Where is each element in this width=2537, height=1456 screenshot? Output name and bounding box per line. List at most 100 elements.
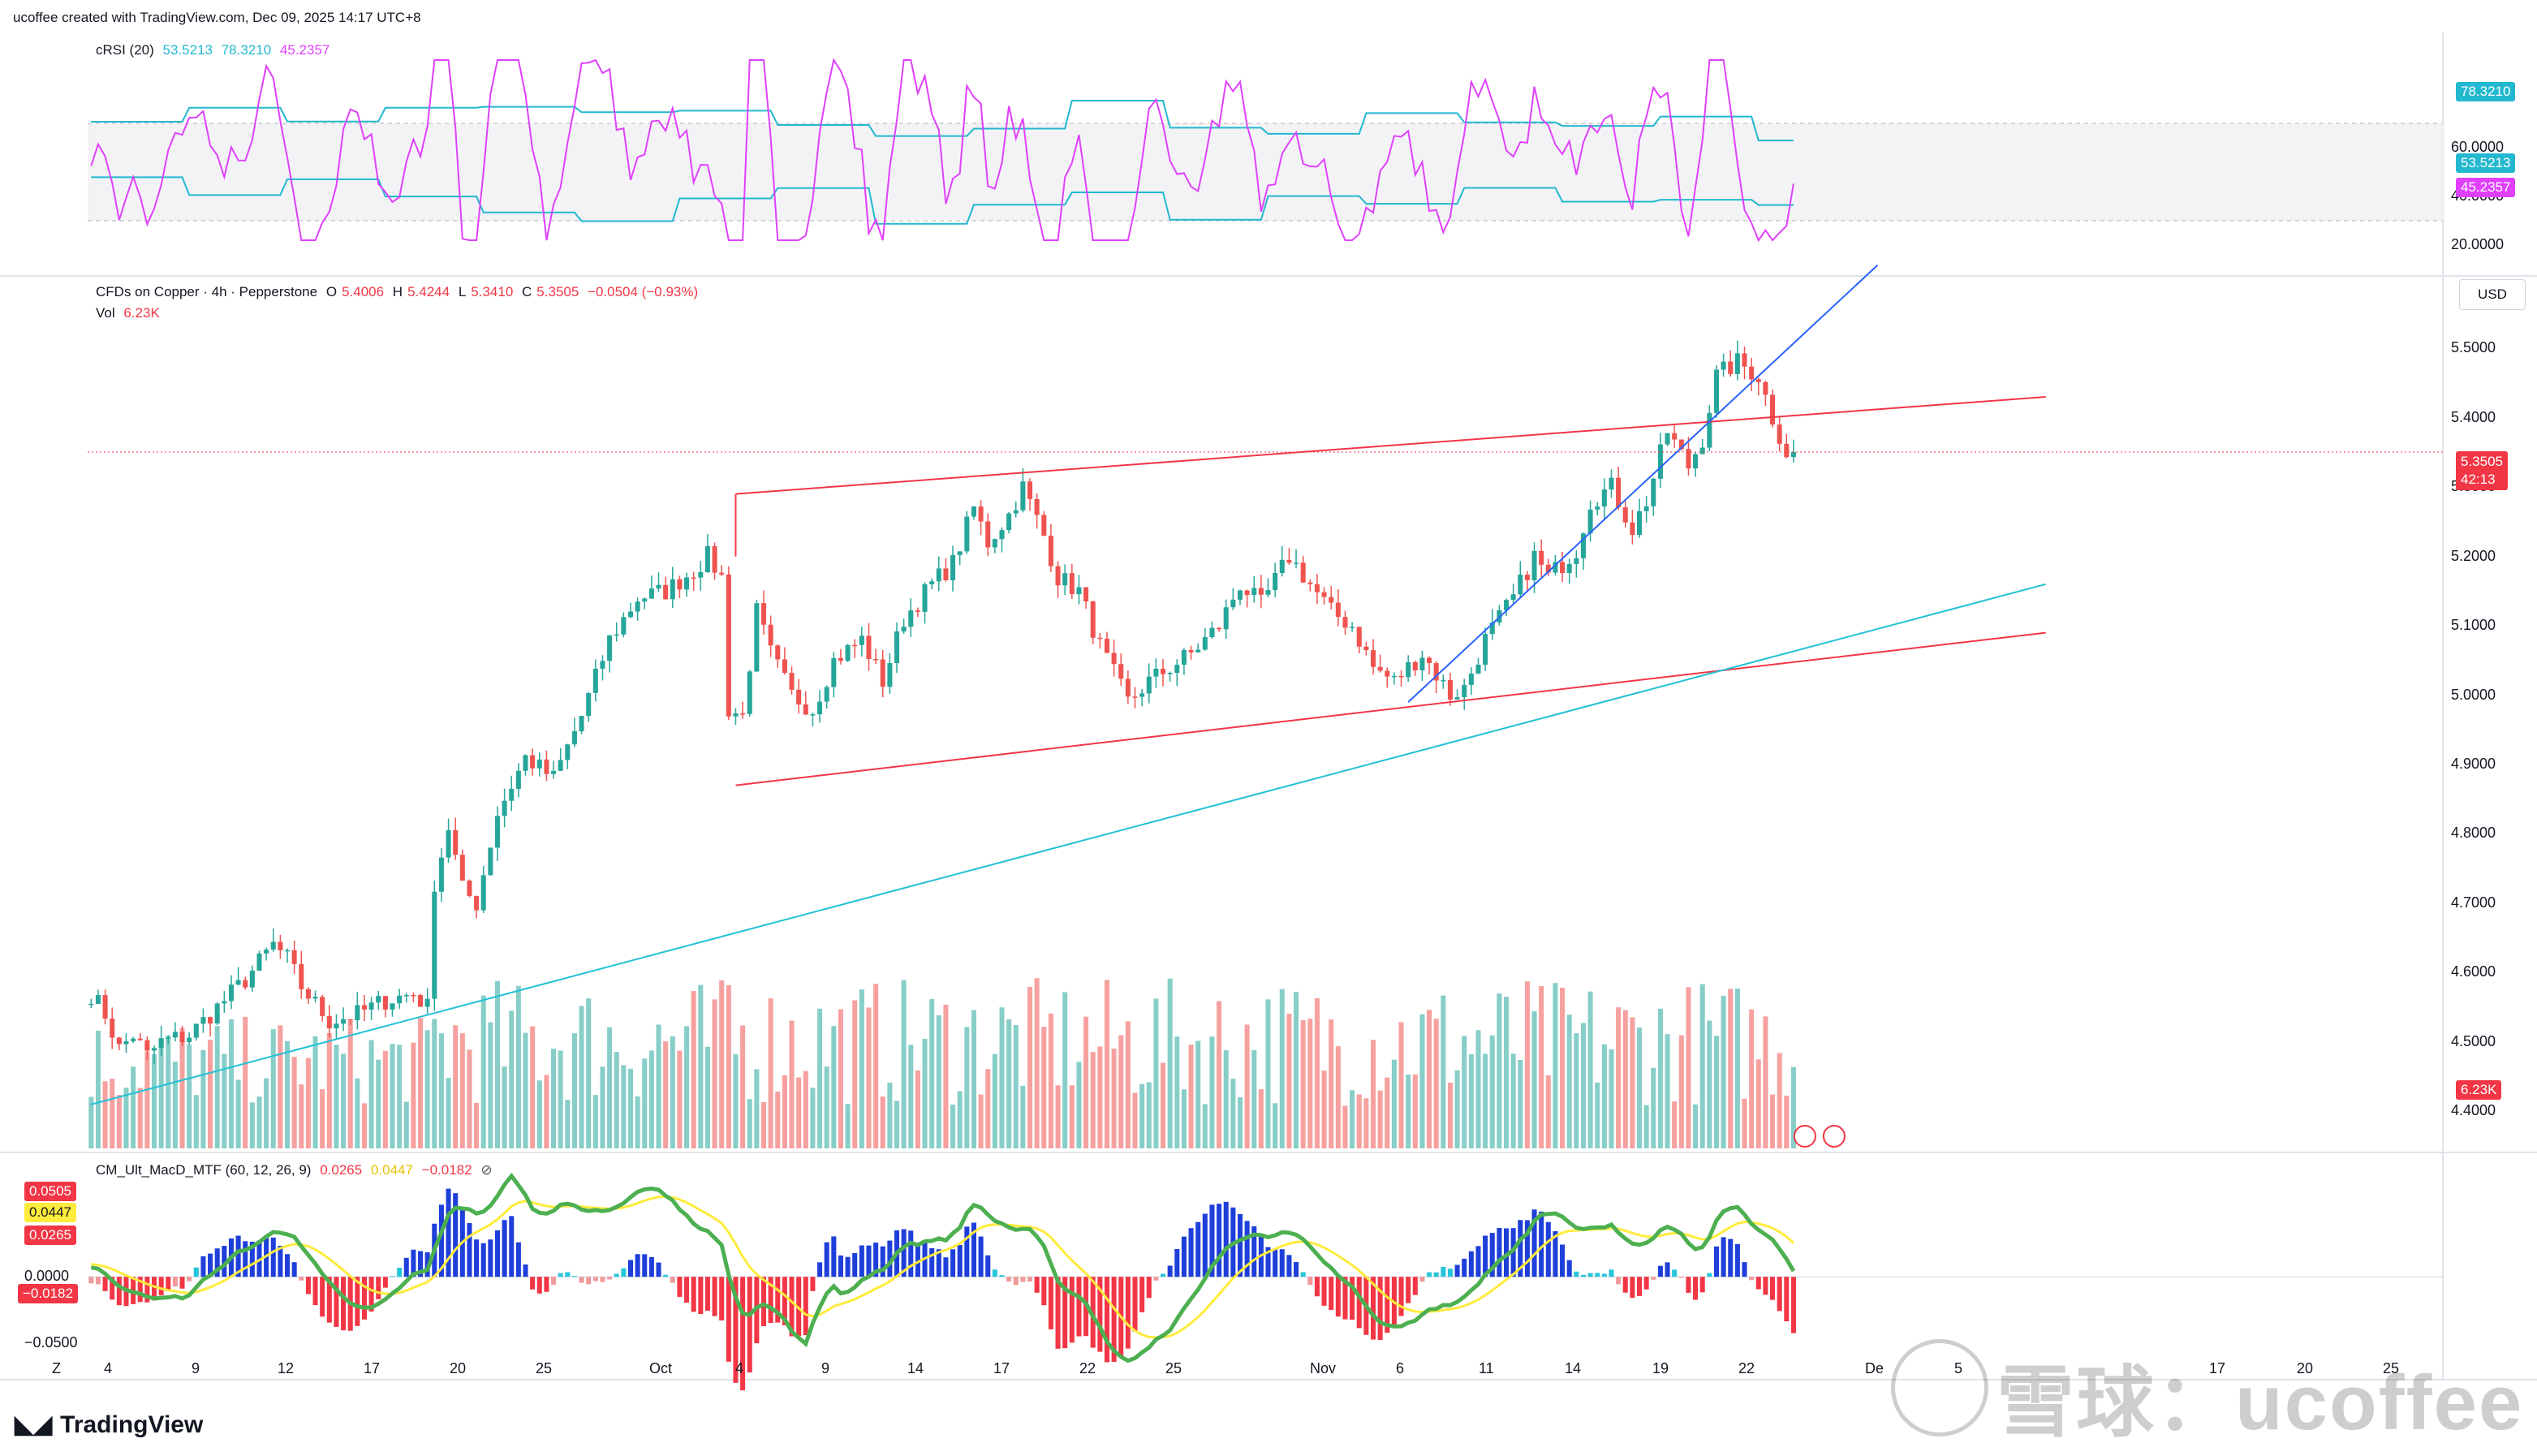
volume-bar — [411, 1042, 416, 1148]
candle-body — [256, 953, 262, 971]
candle-body — [1377, 666, 1383, 671]
chart-credit: ucoffee created with TradingView.com, De… — [13, 10, 421, 25]
candle-body — [235, 980, 241, 985]
candle-body — [571, 730, 577, 745]
volume-bar — [1314, 998, 1320, 1148]
volume-bar — [1742, 1098, 1747, 1148]
volume-bar — [1686, 987, 1691, 1148]
macd-histogram-bar — [789, 1277, 795, 1337]
candle-body — [1237, 590, 1243, 600]
volume-bar — [208, 1040, 213, 1148]
macd-histogram-bar — [1167, 1265, 1173, 1277]
volume-bar — [1454, 1070, 1460, 1148]
macd-histogram-bar — [950, 1249, 956, 1277]
candle-body — [1454, 697, 1460, 700]
macd-histogram-bar — [523, 1264, 528, 1277]
candle-body — [950, 554, 956, 580]
volume-bar — [235, 1079, 241, 1148]
volume-bar — [1097, 1046, 1103, 1148]
candle-body — [1398, 675, 1404, 678]
candle-body — [1062, 573, 1068, 586]
macd-histogram-bar — [1651, 1277, 1656, 1280]
time-tick: 14 — [907, 1360, 924, 1376]
time-tick: 12 — [278, 1360, 295, 1376]
close-value: 5.3505 — [536, 284, 579, 299]
macd-histogram-bar — [1636, 1277, 1643, 1296]
volume-value: 6.23K — [123, 305, 160, 321]
volume-bar — [1441, 995, 1446, 1148]
tradingview-logo[interactable]: ◣◢ TradingView — [15, 1411, 203, 1439]
macd-histogram-bar — [648, 1256, 654, 1277]
volume-bar — [551, 1049, 557, 1148]
macd-histogram-bar — [1483, 1235, 1488, 1277]
candle-body — [432, 891, 437, 999]
macd-histogram-bar — [747, 1277, 752, 1373]
macd-histogram-bar — [971, 1222, 976, 1277]
macd-histogram-bar — [1132, 1277, 1138, 1332]
macd-histogram-bar — [137, 1277, 143, 1303]
candle-body — [929, 581, 935, 584]
macd-histogram-bar — [859, 1245, 864, 1277]
symbol-title[interactable]: CFDs on Copper · 4h · Pepperstone — [96, 284, 318, 299]
macd-histogram-bar — [1279, 1249, 1285, 1277]
candle-body — [523, 755, 528, 771]
candle-body — [284, 950, 291, 952]
volume-label[interactable]: Vol — [96, 305, 115, 321]
price-legend: CFDs on Copper · 4h · Pepperstone O 5.400… — [96, 284, 703, 300]
volume-bar — [453, 1025, 459, 1148]
candle-body — [270, 941, 276, 950]
volume-bar — [123, 1088, 129, 1148]
candle-body — [488, 847, 493, 876]
macd-histogram-bar — [810, 1277, 816, 1291]
candle-body — [796, 689, 802, 704]
volume-bar — [1503, 997, 1510, 1148]
macd-histogram-bar — [1027, 1277, 1033, 1282]
macd-histogram-bar — [803, 1277, 808, 1336]
macd-histogram-bar — [1377, 1277, 1383, 1341]
rsi-indicator-name[interactable]: cRSI (20) — [96, 42, 154, 58]
macd-histogram-bar — [102, 1277, 108, 1291]
volume-bar — [1237, 1096, 1243, 1148]
volume-bar — [894, 1101, 900, 1148]
candle-body — [397, 995, 403, 1004]
macd-histogram-bar — [1777, 1277, 1782, 1312]
candle-body — [1693, 454, 1699, 469]
candle-body — [1784, 443, 1790, 458]
candle-body — [1020, 481, 1026, 510]
candle-body — [1790, 451, 1796, 458]
volume-bar — [1433, 1019, 1439, 1148]
currency-button[interactable]: USD — [2459, 279, 2526, 310]
open-value: 5.4006 — [342, 284, 385, 299]
low-label: L — [458, 284, 467, 299]
macd-indicator-name[interactable]: CM_Ult_MacD_MTF (60, 12, 26, 9) — [96, 1162, 312, 1178]
volume-bar — [256, 1096, 262, 1148]
rsi-line — [90, 58, 1794, 243]
volume-bar — [698, 984, 704, 1148]
candle-body — [1335, 602, 1341, 618]
volume-bar — [1230, 1079, 1236, 1148]
price-tick: 4.4000 — [2451, 1102, 2496, 1119]
macd-histogram-bar — [1503, 1228, 1510, 1277]
price-tick: 5.0000 — [2451, 686, 2496, 703]
macd-histogram-bar — [1329, 1277, 1334, 1310]
candle-body — [999, 530, 1005, 540]
candle-body — [172, 1032, 178, 1038]
candle-body — [424, 998, 430, 1007]
volume-bar — [579, 1006, 584, 1148]
macd-histogram-bar — [1580, 1274, 1586, 1277]
volume-bar — [312, 1036, 318, 1148]
visibility-icon[interactable]: ⊘ — [480, 1162, 493, 1178]
volume-bar — [1202, 1104, 1208, 1148]
macd-histogram-bar — [208, 1253, 213, 1277]
macd-histogram-bar — [1153, 1277, 1159, 1281]
macd-histogram-bar — [1713, 1246, 1719, 1277]
volume-bar — [957, 1091, 963, 1148]
candle-body — [376, 996, 381, 1003]
volume-bar — [1013, 1025, 1019, 1148]
volume-bar — [432, 1019, 437, 1148]
candle-body — [123, 1041, 129, 1045]
macd-histogram-bar — [1468, 1251, 1474, 1277]
macd-histogram-bar — [1273, 1249, 1278, 1277]
rsi-value-3: 45.2357 — [279, 42, 330, 58]
